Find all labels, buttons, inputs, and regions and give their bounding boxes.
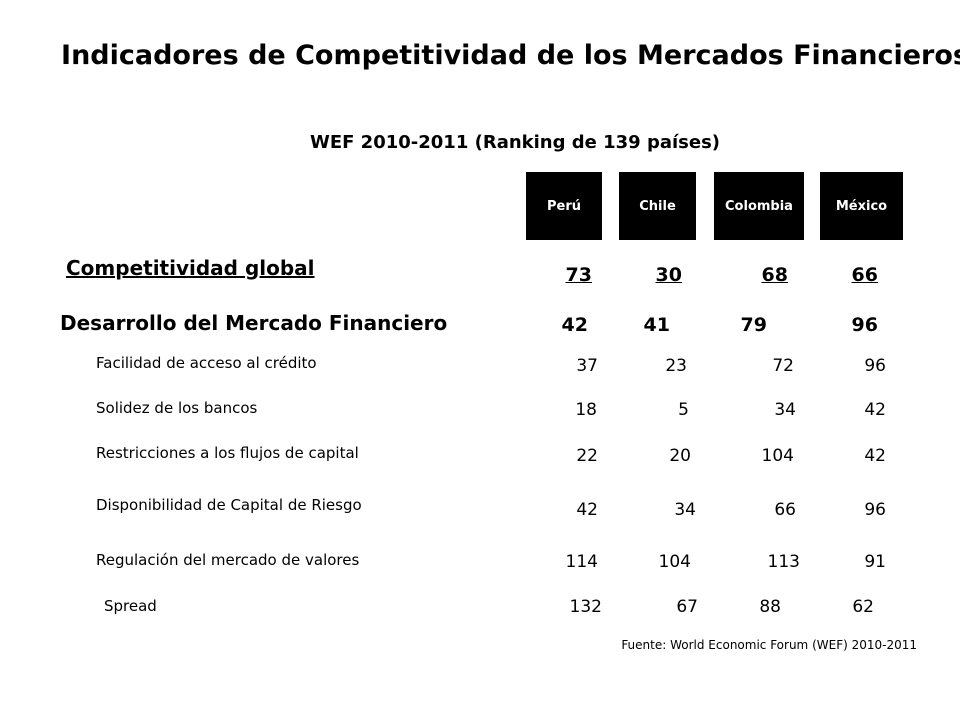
value-cell: 41 [643,314,670,336]
row-label-regulacion-valores: Regulación del mercado de valores [96,551,360,569]
value-cell: 66 [851,264,878,286]
value-cell: 132 [569,597,602,617]
page-title: Indicadores de Competitividad de los Mer… [61,40,960,71]
page-subtitle: WEF 2010-2011 (Ranking de 139 países) [309,132,721,153]
value-cell: 96 [851,314,878,336]
value-cell: 23 [665,356,687,376]
value-cell: 104 [761,446,794,466]
value-cell: 22 [576,446,598,466]
row-label-desarrollo-mercado-financiero: Desarrollo del Mercado Financiero [60,311,448,335]
value-cell: 66 [774,500,796,520]
value-cell: 67 [676,597,698,617]
value-cell: 42 [561,314,588,336]
value-cell: 20 [669,446,691,466]
value-cell: 18 [575,400,597,420]
row-label-competitividad-global: Competitividad global [66,256,315,280]
value-cell: 37 [576,356,598,376]
row-label-capital-riesgo: Disponibilidad de Capital de Riesgo [96,496,362,514]
value-cell: 113 [767,552,800,572]
value-cell: 104 [658,552,691,572]
row-label-spread: Spread [104,597,157,615]
value-cell: 30 [655,264,682,286]
column-header-chile: Chile [619,172,696,240]
value-cell: 73 [565,264,592,286]
value-cell: 68 [761,264,788,286]
value-cell: 114 [565,552,598,572]
value-cell: 62 [852,597,874,617]
row-label-restricciones-flujos: Restricciones a los flujos de capital [96,444,359,462]
row-label-solidez-bancos: Solidez de los bancos [96,399,258,417]
column-header-colombia: Colombia [714,172,804,240]
value-cell: 96 [864,500,886,520]
value-cell: 5 [678,400,689,420]
column-header-peru: Perú [526,172,602,240]
value-cell: 96 [864,356,886,376]
value-cell: 91 [864,552,886,572]
value-cell: 42 [576,500,598,520]
value-cell: 42 [864,446,886,466]
value-cell: 34 [674,500,696,520]
value-cell: 88 [759,597,781,617]
value-cell: 72 [772,356,794,376]
row-label-acceso-credito: Facilidad de acceso al crédito [96,354,317,372]
value-cell: 79 [740,314,767,336]
column-header-mexico: México [820,172,903,240]
source-note: Fuente: World Economic Forum (WEF) 2010-… [621,638,917,652]
value-cell: 42 [864,400,886,420]
value-cell: 34 [774,400,796,420]
